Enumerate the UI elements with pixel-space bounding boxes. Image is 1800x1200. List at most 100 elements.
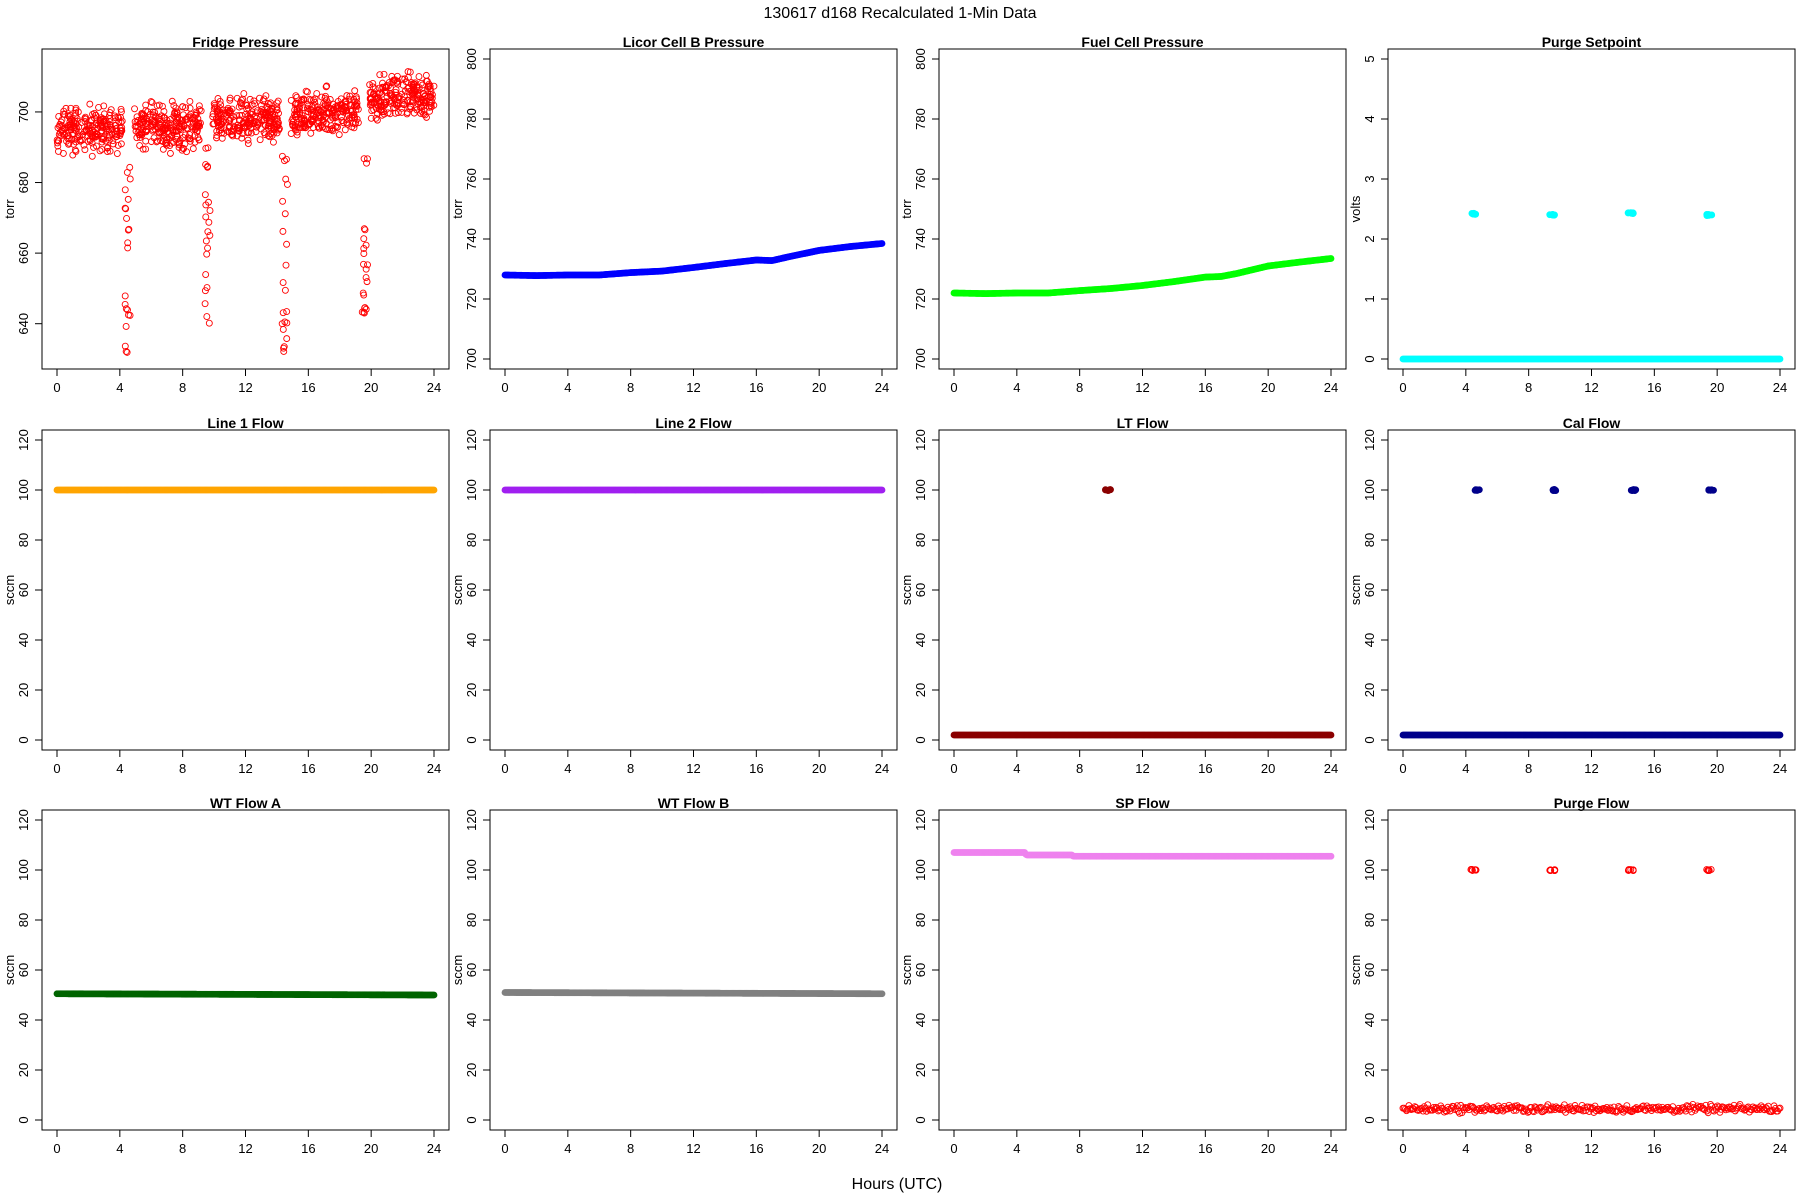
x-tick-label: 8 <box>179 1141 186 1156</box>
data-point <box>250 97 258 105</box>
plot-frame <box>489 429 898 751</box>
data-point <box>269 138 277 146</box>
data-point <box>244 140 252 147</box>
data-point <box>65 139 73 147</box>
data-point <box>88 152 96 160</box>
x-tick-label: 0 <box>501 1141 508 1156</box>
y-tick-label: 60 <box>16 583 31 597</box>
data-point <box>298 111 306 119</box>
data-point <box>81 113 89 121</box>
data-point <box>61 130 69 138</box>
y-tick-label: 0 <box>1362 1116 1377 1123</box>
data-point <box>291 124 299 132</box>
y-tick-label: 20 <box>913 683 928 697</box>
data-point <box>369 91 377 98</box>
plot-frame <box>41 809 450 1131</box>
data-point <box>186 135 194 143</box>
data-point <box>343 119 351 127</box>
data-point <box>279 197 287 205</box>
data-point <box>283 240 291 248</box>
y-tick-label: 0 <box>913 1116 928 1123</box>
data-point <box>66 118 74 126</box>
data-point <box>205 319 213 327</box>
data-point <box>214 115 222 123</box>
data-point <box>311 99 319 106</box>
x-tick-label: 20 <box>1261 1141 1275 1156</box>
data-point <box>168 131 176 139</box>
y-tick-label: 20 <box>16 1063 31 1077</box>
data-point <box>202 201 210 209</box>
x-tick-label: 24 <box>1773 1141 1787 1156</box>
x-tick-label: 0 <box>1399 1141 1406 1156</box>
data-point <box>284 180 291 188</box>
x-tick-label: 4 <box>1462 761 1469 776</box>
x-tick-label: 8 <box>1076 1141 1083 1156</box>
data-point <box>394 109 402 117</box>
x-tick-label: 0 <box>950 761 957 776</box>
data-point <box>106 112 113 119</box>
y-tick-label: 120 <box>16 809 31 831</box>
data-point <box>374 90 382 98</box>
data-point <box>122 305 130 313</box>
x-tick-label: 4 <box>1462 380 1469 395</box>
data-point <box>114 142 122 149</box>
data-point <box>192 125 200 133</box>
data-point <box>168 97 176 105</box>
data-point <box>372 114 380 122</box>
y-tick-label: 780 <box>464 108 479 130</box>
data-point <box>361 304 369 312</box>
data-point <box>182 104 190 112</box>
x-tick-label: 4 <box>1013 1141 1020 1156</box>
data-point <box>246 117 254 125</box>
plot-frame <box>41 429 450 751</box>
data-point <box>81 146 89 154</box>
data-point <box>321 94 329 102</box>
x-tick-label: 4 <box>1462 1141 1469 1156</box>
data-point <box>394 99 402 107</box>
data-point <box>230 116 238 124</box>
data-point <box>215 112 223 120</box>
y-tick-label: 700 <box>913 348 928 370</box>
data-point <box>186 97 194 105</box>
y-tick-label: 100 <box>1362 479 1377 501</box>
data-point <box>246 95 254 103</box>
data-point <box>328 126 336 134</box>
data-point <box>116 132 124 139</box>
data-point <box>253 109 261 117</box>
data-point <box>406 105 414 113</box>
x-tick-label: 0 <box>1399 761 1406 776</box>
x-tick-label: 4 <box>1013 380 1020 395</box>
data-point <box>149 126 157 134</box>
data-point <box>111 112 119 120</box>
y-tick-label: 0 <box>1362 355 1377 362</box>
data-point <box>142 137 150 145</box>
data-point <box>125 225 133 233</box>
data-point <box>155 101 163 109</box>
data-point <box>163 116 171 124</box>
data-point <box>354 119 362 127</box>
data-point <box>367 94 375 102</box>
data-point <box>194 134 202 141</box>
data-point <box>415 73 423 80</box>
data-point <box>308 118 316 126</box>
series-points <box>1399 209 1784 363</box>
data-point <box>191 138 199 146</box>
data-point <box>81 117 89 125</box>
series-points <box>950 486 1335 739</box>
data-point <box>56 122 63 130</box>
data-point <box>878 990 886 998</box>
data-point <box>57 132 65 140</box>
series-points <box>950 255 1335 297</box>
y-tick-label: 40 <box>16 1013 31 1027</box>
data-point <box>175 139 182 147</box>
y-tick-label: 100 <box>464 859 479 881</box>
y-tick-label: 40 <box>913 1013 928 1027</box>
data-point <box>360 155 368 163</box>
data-point <box>201 287 209 295</box>
data-point <box>73 115 81 123</box>
data-point <box>413 103 421 111</box>
data-point <box>311 95 319 103</box>
y-axis-label: torr <box>450 199 465 219</box>
